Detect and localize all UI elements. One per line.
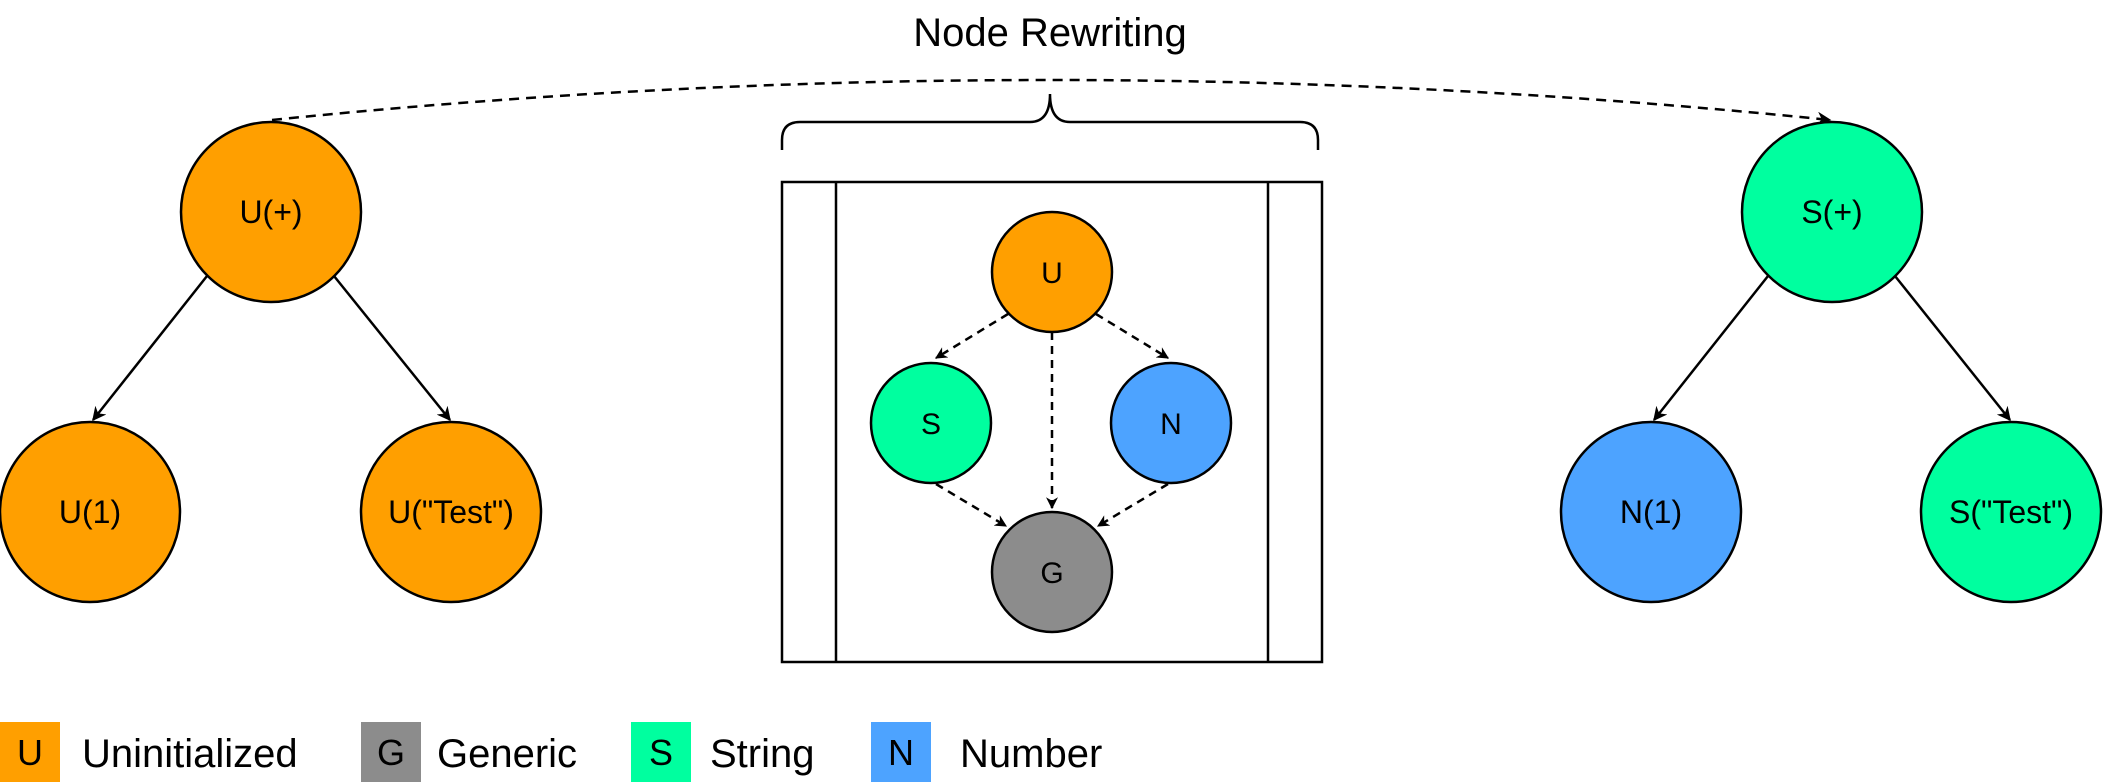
left-child-right-node bbox=[359, 420, 543, 604]
lattice-edge-s-g bbox=[935, 482, 1008, 528]
legend-label-uninitialized: Uninitialized bbox=[82, 732, 298, 776]
lattice-node-n-label: N bbox=[1160, 408, 1182, 441]
legend-item-number: N Number bbox=[871, 722, 1102, 782]
right-child-right-label: S("Test") bbox=[1949, 494, 2073, 530]
lattice-edge-u-n bbox=[1095, 312, 1170, 360]
left-root-label: U(+) bbox=[239, 194, 302, 230]
lattice-node-s bbox=[869, 361, 993, 485]
curly-brace bbox=[780, 93, 1320, 150]
lattice-edge-n-g bbox=[1096, 482, 1169, 528]
lattice-node-g bbox=[990, 510, 1114, 634]
lattice-edge-u-s bbox=[934, 312, 1009, 360]
right-child-left-label: N(1) bbox=[1620, 494, 1682, 530]
legend-item-generic: G Generic bbox=[361, 722, 577, 782]
right-child-right-node bbox=[1919, 420, 2103, 604]
right-tree: S(+) N(1) S("Test") bbox=[1559, 120, 2103, 604]
diagram-title: Node Rewriting bbox=[913, 11, 1186, 55]
legend-key-number: N bbox=[888, 732, 914, 773]
legend-item-string: S String bbox=[631, 722, 815, 782]
legend-label-generic: Generic bbox=[437, 732, 577, 776]
legend-item-uninitialized: U Uninitialized bbox=[0, 722, 298, 782]
lattice-box bbox=[780, 180, 1324, 664]
right-root-node bbox=[1740, 120, 1924, 304]
legend-swatch-string bbox=[631, 722, 691, 782]
legend-swatch-number bbox=[871, 722, 931, 782]
lattice-node-n bbox=[1109, 361, 1233, 485]
left-child-right-label: U("Test") bbox=[388, 494, 514, 530]
right-child-left-node bbox=[1559, 420, 1743, 604]
lattice-node-g-label: G bbox=[1040, 557, 1063, 590]
legend-key-string: S bbox=[649, 732, 673, 773]
right-root-label: S(+) bbox=[1801, 194, 1862, 230]
lattice-node-u-label: U bbox=[1041, 257, 1063, 290]
lattice-node-u bbox=[990, 210, 1114, 334]
right-tree-edge-right bbox=[1894, 275, 2011, 422]
left-child-left-node bbox=[0, 420, 182, 604]
legend-label-string: String bbox=[710, 732, 815, 776]
left-root-node bbox=[179, 120, 363, 304]
legend-swatch-generic bbox=[361, 722, 421, 782]
left-tree-edge-left bbox=[92, 275, 208, 422]
left-child-left-label: U(1) bbox=[59, 494, 121, 530]
type-lattice: U S N G bbox=[780, 180, 1324, 664]
legend-swatch-uninitialized bbox=[0, 722, 60, 782]
legend: U Uninitialized G Generic S String N Num… bbox=[0, 722, 1102, 782]
left-tree-edge-right bbox=[333, 275, 451, 422]
right-tree-edge-left bbox=[1653, 275, 1769, 422]
legend-label-number: Number bbox=[960, 732, 1102, 776]
left-tree: U(+) U(1) U("Test") bbox=[0, 120, 543, 604]
lattice-node-s-label: S bbox=[921, 408, 941, 441]
legend-key-uninitialized: U bbox=[17, 732, 43, 773]
legend-key-generic: G bbox=[377, 732, 405, 773]
